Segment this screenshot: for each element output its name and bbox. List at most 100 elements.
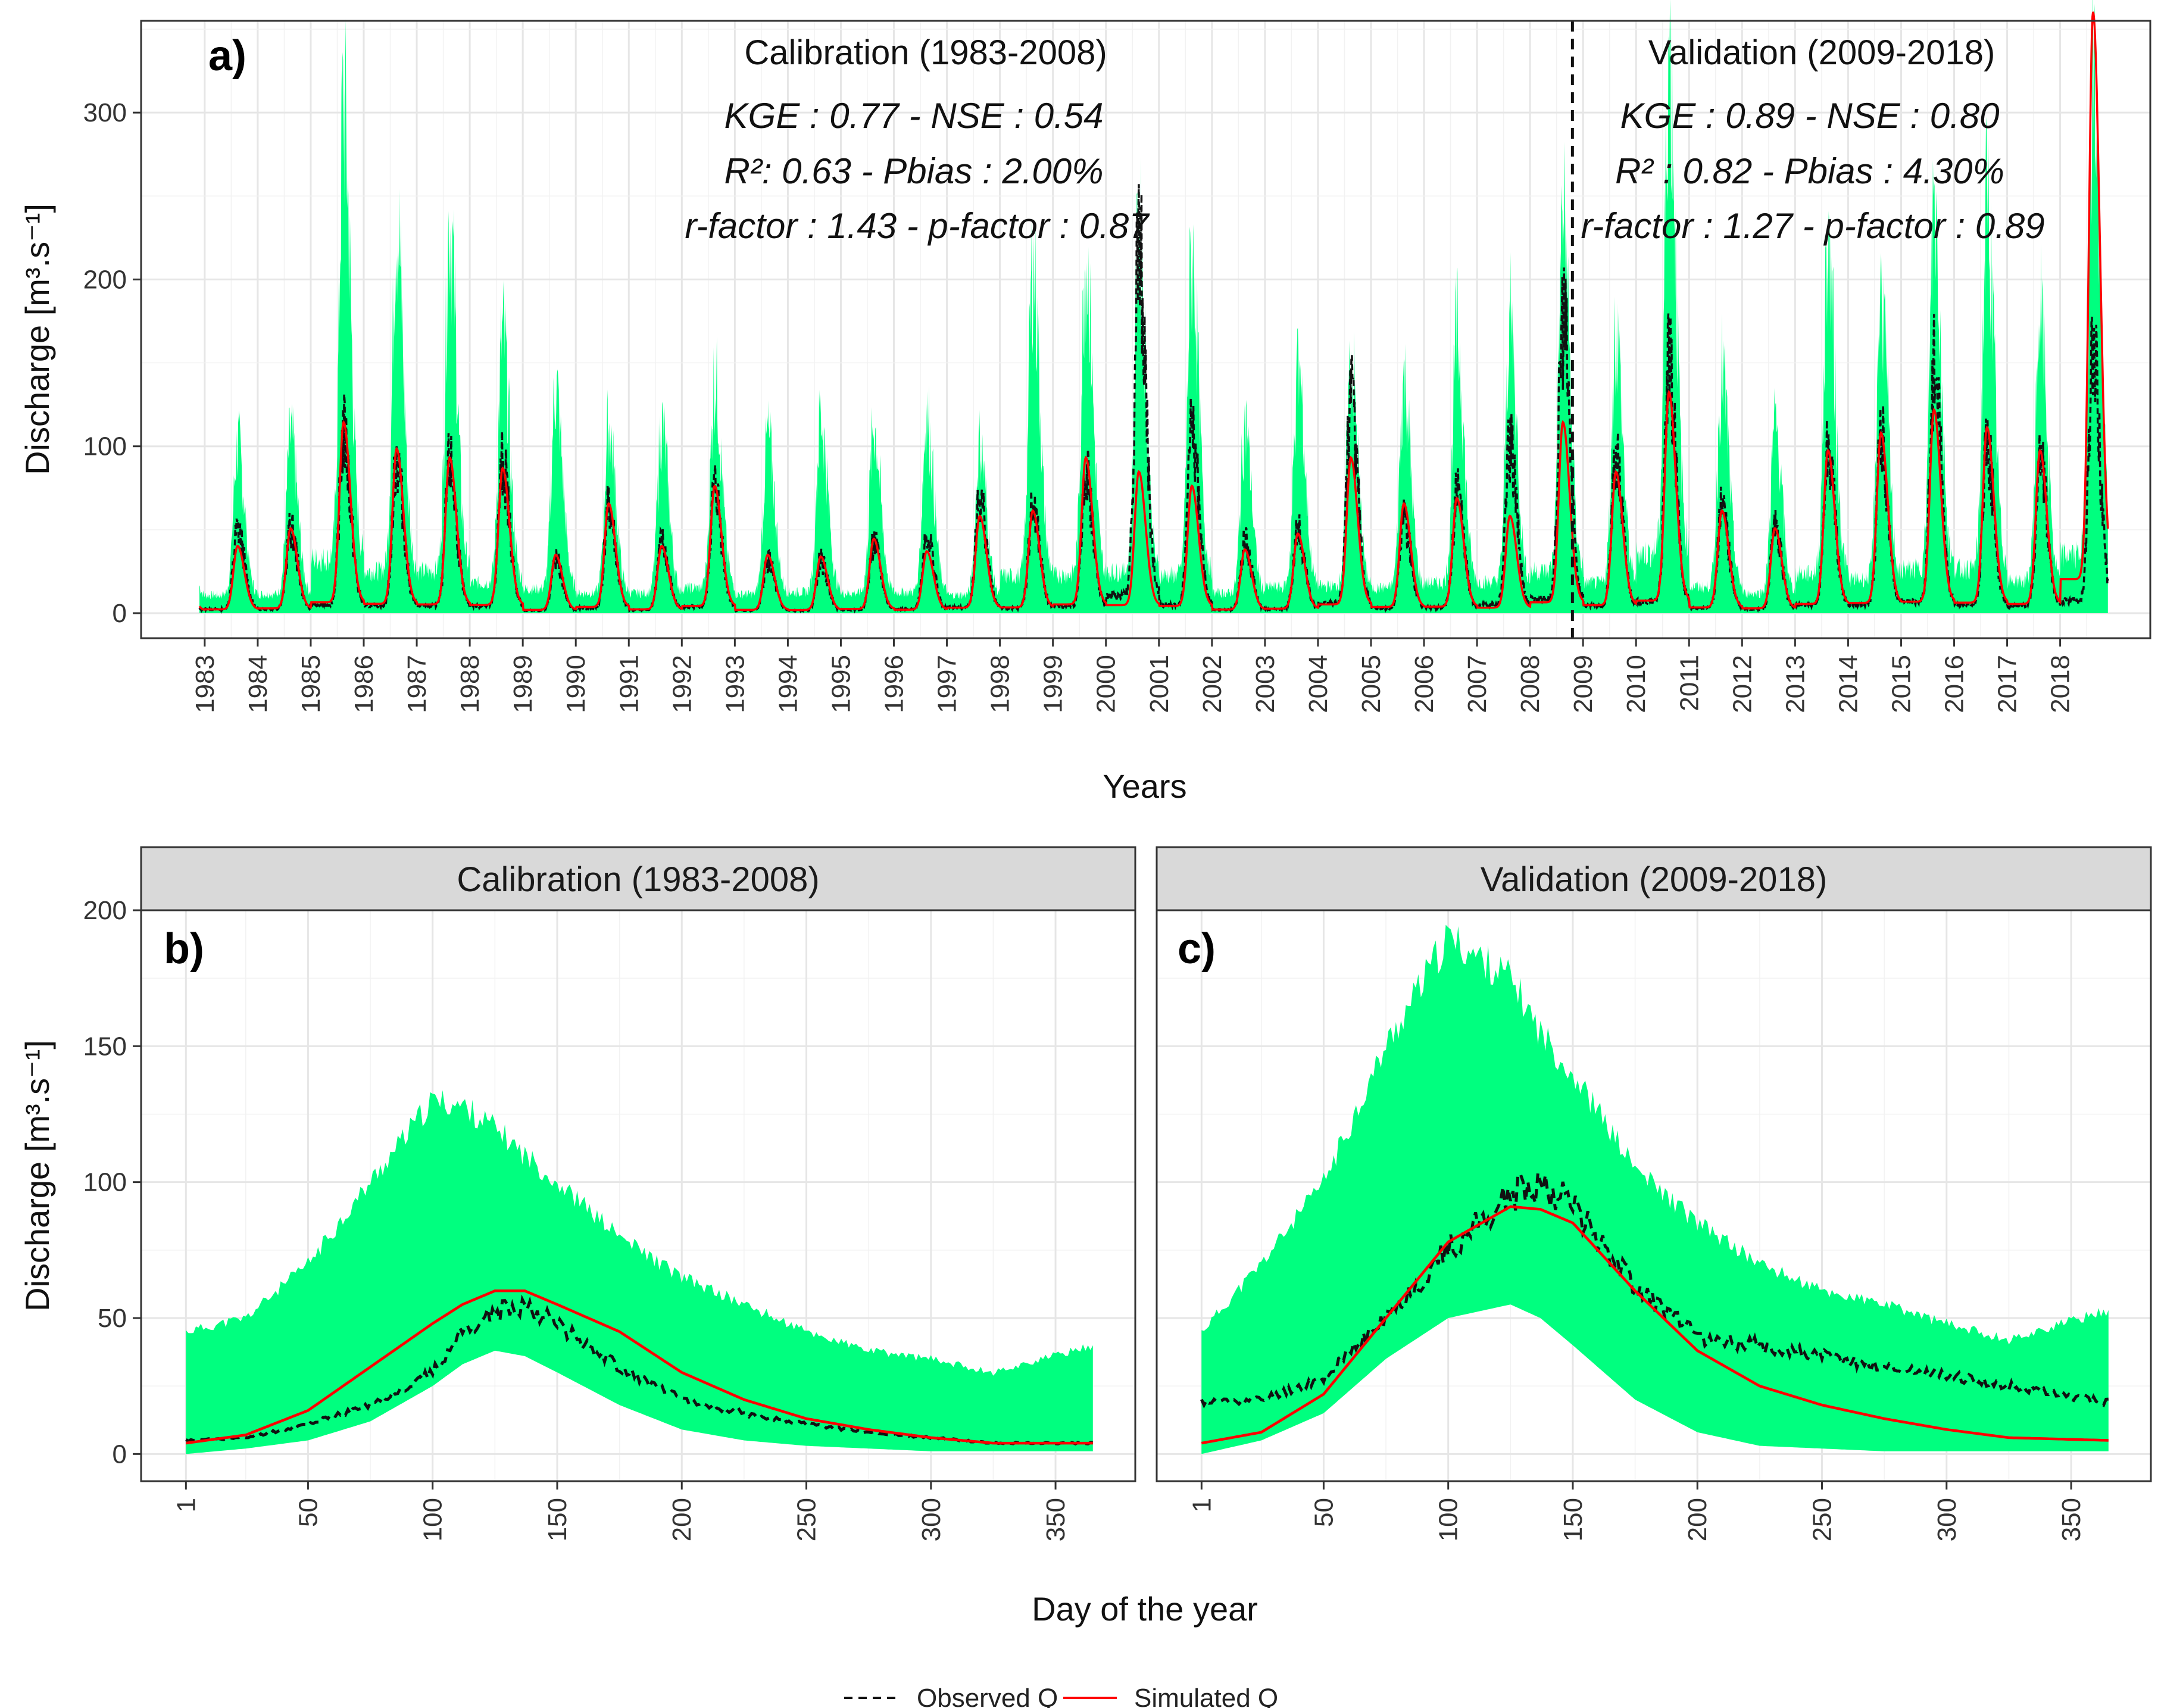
panel-a-x-tick-label: 2002	[1198, 655, 1227, 713]
panel-a-x-tick-label: 1998	[986, 655, 1015, 713]
panel-c-strip-title: Validation (2009-2018)	[1481, 860, 1828, 899]
panel-a-x-tick-label: 1986	[349, 655, 379, 713]
validation-rfactor-pfactor: r-factor : 1.27 - p-factor : 0.89	[1581, 206, 2044, 246]
panel-c-strip	[1156, 846, 2152, 911]
panel-c-x-tick-label: 250	[1808, 1498, 1837, 1541]
panel-a-x-tick-label: 2014	[1834, 655, 1863, 713]
bottom-x-axis-title: Day of the year	[1032, 1590, 1258, 1628]
panel-a-x-tick-label: 1988	[455, 655, 485, 713]
panel-a-x-tick-label: 1996	[880, 655, 909, 713]
panel-a-x-tick-label: 2013	[1781, 655, 1810, 713]
calibration-title: Calibration (1983-2008)	[744, 33, 1107, 72]
panel-a-x-tick-label: 1985	[296, 655, 326, 713]
panel-c: Validation (2009-2018) 1 50 100 150 200 250 30…	[1156, 846, 2152, 1541]
panel-b-tag: b)	[164, 925, 204, 973]
panel-c-simulated-line	[1201, 1205, 2109, 1445]
panel-a-x-tick-label: 2004	[1304, 655, 1333, 713]
panel-c-x-axis: 1 50 100 150 200 250 300 350	[1187, 1481, 2086, 1541]
panel-a-x-tick-label: 1992	[667, 655, 697, 713]
panel-a-y-tick-label: 100	[83, 432, 127, 461]
panel-c-tag: c)	[1178, 925, 1216, 973]
panel-b-strip-title: Calibration (1983-2008)	[457, 860, 819, 899]
panel-b-x-axis: 1 50 100 150 200 250 300 350	[171, 1481, 1070, 1541]
panel-c-x-tick-label: 300	[1932, 1498, 1962, 1541]
panel-a-y-axis: 0 100 200 300	[83, 98, 141, 628]
panel-b-y-axis-title: Discharge [m³.s⁻¹]	[18, 1040, 56, 1312]
panel-a-tag: a)	[208, 32, 246, 80]
panel-b-frame	[140, 909, 1136, 1482]
panel-b-y-axis: 0 50 100 150 200	[83, 896, 141, 1469]
panel-a-x-axis-title: Years	[1103, 767, 1186, 805]
panel-b-band-area	[186, 1090, 1093, 1454]
calibration-kge-nse: KGE : 0.77 - NSE : 0.54	[725, 96, 1104, 136]
panel-a-x-tick-label: 1994	[773, 655, 802, 713]
panel-a-x-tick-label: 2008	[1516, 655, 1545, 713]
panel-a-x-tick-label: 1984	[243, 655, 273, 713]
validation-kge-nse: KGE : 0.89 - NSE : 0.80	[1620, 96, 2000, 136]
panel-a-x-tick-label: 2000	[1092, 655, 1121, 713]
calibration-r2-pbias: R²: 0.63 - Pbias : 2.00%	[725, 151, 1104, 191]
legend-observed-label: Observed Q	[917, 1684, 1058, 1708]
panel-c-x-tick-label: 150	[1559, 1498, 1588, 1541]
panel-a-x-tick-label: 1990	[561, 655, 591, 713]
panel-b-x-tick-label: 150	[543, 1498, 572, 1541]
panel-a-x-tick-label: 2015	[1887, 655, 1916, 713]
panel-a-x-tick-label: 1999	[1039, 655, 1068, 713]
panel-b-uncertainty-band	[186, 1090, 1093, 1454]
panel-b-y-tick-label: 0	[113, 1440, 127, 1469]
panel-a-y-tick-label: 300	[83, 98, 127, 127]
panel-b-x-tick-label: 200	[667, 1498, 697, 1541]
panel-a-y-tick-label: 0	[113, 599, 127, 628]
panel-b-simulated-line	[185, 1289, 1093, 1445]
panel-a-x-tick-label: 1983	[191, 655, 220, 713]
panel-c-simulated-series	[1201, 1205, 2109, 1445]
calibration-rfactor-pfactor: r-factor : 1.43 - p-factor : 0.87	[685, 206, 1150, 246]
panel-b-x-tick-label: 100	[419, 1498, 448, 1541]
panel-b-y-tick-label: 150	[83, 1032, 127, 1061]
panel-b-x-tick-label: 1	[171, 1498, 201, 1512]
legend: Observed Q Simulated Q	[844, 1684, 1278, 1708]
panel-b-y-tick-label: 100	[83, 1168, 127, 1197]
panel-a-x-tick-label: 2018	[2046, 655, 2075, 713]
panel-a-x-tick-label: 2006	[1410, 655, 1439, 713]
panel-a-x-tick-label: 2005	[1357, 655, 1386, 713]
panel-c-frame	[1156, 909, 2152, 1482]
panel-b-x-tick-label: 350	[1041, 1498, 1070, 1541]
panel-a-simulated-line	[198, 11, 2109, 611]
panel-a-x-tick-label: 2016	[1940, 655, 1969, 713]
validation-title: Validation (2009-2018)	[1648, 33, 1996, 72]
panel-b-strip	[140, 846, 1136, 911]
panel-c-uncertainty-band	[1201, 925, 2109, 1454]
panel-a-x-tick-label: 2003	[1251, 655, 1280, 713]
panel-a-x-tick-label: 2017	[1993, 655, 2022, 713]
panel-a-x-tick-label: 1995	[827, 655, 856, 713]
panel-c-band-area	[1201, 925, 2109, 1454]
panel-a-x-tick-label: 1991	[614, 655, 644, 713]
panel-a-x-axis: 1983 1984 1985 1986 1987 1988 1989 1990 1991 1992…	[191, 638, 2075, 713]
panel-a-x-tick-label: 2011	[1675, 655, 1704, 711]
panel-a-x-tick-label: 1989	[508, 655, 538, 713]
panel-a-x-tick-label: 1997	[933, 655, 962, 713]
panel-a-x-tick-label: 2001	[1145, 655, 1174, 713]
panel-a-x-tick-label: 1987	[402, 655, 432, 713]
panel-a-x-tick-label: 2007	[1463, 655, 1492, 713]
panel-c-x-tick-label: 100	[1434, 1498, 1463, 1541]
panel-b-x-tick-label: 50	[293, 1498, 323, 1527]
panel-b-y-tick-label: 50	[98, 1304, 127, 1333]
panel-b-y-tick-label: 200	[83, 896, 127, 925]
panel-b-x-tick-label: 300	[917, 1498, 946, 1541]
panel-c-x-tick-label: 1	[1187, 1498, 1216, 1512]
legend-simulated-label: Simulated Q	[1134, 1684, 1278, 1708]
panel-c-x-tick-label: 350	[2057, 1498, 2086, 1541]
panel-c-x-tick-label: 200	[1683, 1498, 1712, 1541]
validation-r2-pbias: R² : 0.82 - Pbias : 4.30%	[1615, 151, 2004, 191]
panel-a-y-axis-title: Discharge [m³.s⁻¹]	[18, 204, 56, 475]
panel-a-frame	[140, 20, 2151, 639]
panel-a-simulated-series	[198, 11, 2109, 611]
panel-a-y-tick-label: 200	[83, 265, 127, 294]
panel-a-x-tick-label: 2009	[1569, 655, 1598, 713]
panel-b-x-tick-label: 250	[792, 1498, 822, 1541]
